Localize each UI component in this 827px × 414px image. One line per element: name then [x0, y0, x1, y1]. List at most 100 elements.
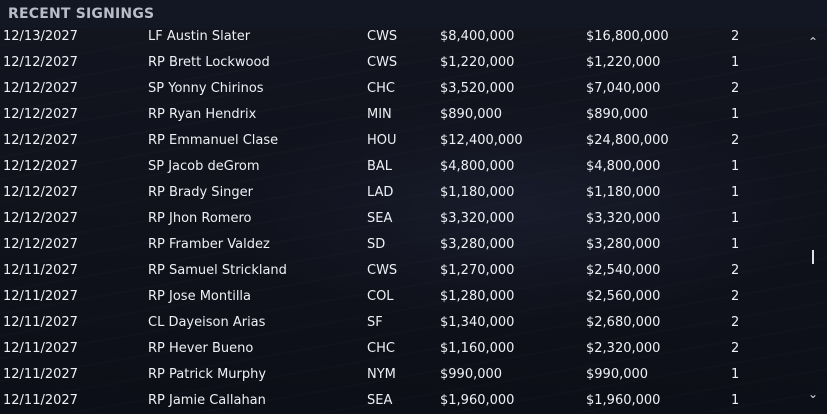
signing-player: RP Brady Singer: [148, 185, 254, 200]
signing-salary: $890,000: [440, 107, 503, 122]
signing-date: 12/11/2027: [3, 367, 78, 382]
signing-years: 2: [731, 29, 740, 44]
signing-team: SEA: [367, 211, 393, 226]
signing-total: $2,680,000: [586, 315, 661, 330]
signing-team: MIN: [367, 107, 392, 122]
signing-date: 12/12/2027: [3, 211, 78, 226]
signing-team: NYM: [367, 367, 396, 382]
signing-salary: $3,320,000: [440, 211, 515, 226]
signing-player: RP Samuel Strickland: [148, 263, 287, 278]
scrollbar[interactable]: ⌃ ⌄: [803, 28, 823, 408]
signing-years: 2: [731, 289, 740, 304]
signing-salary: $1,340,000: [440, 315, 515, 330]
signing-team: BAL: [367, 159, 393, 174]
signing-row[interactable]: 12/13/2027 LF Austin Slater CWS $8,400,000 $…: [0, 24, 800, 50]
signing-total: $24,800,000: [586, 133, 669, 148]
signing-total: $3,320,000: [586, 211, 661, 226]
signing-row[interactable]: 12/12/2027 RP Emmanuel Clase HOU $12,400,00…: [0, 128, 800, 154]
signing-team: COL: [367, 289, 394, 304]
scroll-up-arrow-icon[interactable]: ⌃: [807, 35, 819, 49]
signing-team: HOU: [367, 133, 397, 148]
signing-years: 1: [731, 211, 740, 226]
signing-player: RP Ryan Hendrix: [148, 107, 257, 122]
signing-total: $1,220,000: [586, 55, 661, 70]
signing-team: CHC: [367, 81, 395, 96]
signing-years: 2: [731, 133, 740, 148]
signing-row[interactable]: 12/11/2027 RP Jamie Callahan SEA $1,960,000…: [0, 388, 800, 414]
signing-total: $16,800,000: [586, 29, 669, 44]
signing-player: RP Framber Valdez: [148, 237, 270, 252]
signing-date: 12/12/2027: [3, 81, 78, 96]
signing-player: RP Jhon Romero: [148, 211, 252, 226]
signing-salary: $1,160,000: [440, 341, 515, 356]
signings-list[interactable]: 12/13/2027 LF Austin Slater CWS $8,400,000 $…: [0, 24, 800, 414]
signing-team: CWS: [367, 263, 398, 278]
signing-date: 12/12/2027: [3, 185, 78, 200]
signing-date: 12/11/2027: [3, 393, 78, 408]
signing-row[interactable]: 12/11/2027 RP Samuel Strickland CWS $1,270,…: [0, 258, 800, 284]
signing-total: $4,800,000: [586, 159, 661, 174]
signing-player: RP Jose Montilla: [148, 289, 252, 304]
signing-player: RP Hever Bueno: [148, 341, 254, 356]
signing-row[interactable]: 12/11/2027 CL Dayeison Arias SF $1,340,000 $…: [0, 310, 800, 336]
signing-date: 12/11/2027: [3, 263, 78, 278]
signing-row[interactable]: 12/12/2027 SP Jacob deGrom BAL $4,800,000 $4…: [0, 154, 800, 180]
signing-salary: $4,800,000: [440, 159, 515, 174]
signing-row[interactable]: 12/12/2027 RP Brett Lockwood CWS $1,220,000…: [0, 50, 800, 76]
signing-date: 12/12/2027: [3, 159, 78, 174]
scrollbar-thumb[interactable]: [812, 250, 814, 264]
signing-date: 12/13/2027: [3, 29, 78, 44]
signing-total: $890,000: [586, 107, 649, 122]
signing-team: SD: [367, 237, 386, 252]
signing-player: CL Dayeison Arias: [148, 315, 266, 330]
signing-date: 12/12/2027: [3, 237, 78, 252]
signing-total: $1,180,000: [586, 185, 661, 200]
signing-years: 2: [731, 341, 740, 356]
signing-total: $2,540,000: [586, 263, 661, 278]
signing-salary: $3,280,000: [440, 237, 515, 252]
signing-date: 12/12/2027: [3, 133, 78, 148]
signing-row[interactable]: 12/12/2027 RP Jhon Romero SEA $3,320,000 $3,…: [0, 206, 800, 232]
signing-row[interactable]: 12/12/2027 RP Brady Singer LAD $1,180,000 $1…: [0, 180, 800, 206]
signing-salary: $3,520,000: [440, 81, 515, 96]
signing-team: SEA: [367, 393, 393, 408]
signing-total: $1,960,000: [586, 393, 661, 408]
signing-row[interactable]: 12/11/2027 RP Patrick Murphy NYM $990,000 $9…: [0, 362, 800, 388]
signing-salary: $1,220,000: [440, 55, 515, 70]
panel-title: RECENT SIGNINGS: [8, 6, 155, 22]
signing-years: 2: [731, 263, 740, 278]
signing-salary: $1,960,000: [440, 393, 515, 408]
signing-player: RP Brett Lockwood: [148, 55, 270, 70]
signing-total: $3,280,000: [586, 237, 661, 252]
signing-total: $2,560,000: [586, 289, 661, 304]
signing-salary: $990,000: [440, 367, 503, 382]
signing-years: 1: [731, 393, 740, 408]
signing-years: 2: [731, 81, 740, 96]
signing-row[interactable]: 12/11/2027 RP Jose Montilla COL $1,280,000 $…: [0, 284, 800, 310]
signing-years: 1: [731, 185, 740, 200]
signing-salary: $12,400,000: [440, 133, 523, 148]
signing-salary: $1,180,000: [440, 185, 515, 200]
signing-years: 1: [731, 107, 740, 122]
signing-row[interactable]: 12/12/2027 SP Yonny Chirinos CHC $3,520,000…: [0, 76, 800, 102]
signing-years: 2: [731, 315, 740, 330]
signing-team: CHC: [367, 341, 395, 356]
signing-player: RP Emmanuel Clase: [148, 133, 279, 148]
signing-total: $7,040,000: [586, 81, 661, 96]
scroll-down-arrow-icon[interactable]: ⌄: [807, 387, 819, 401]
signing-date: 12/11/2027: [3, 289, 78, 304]
signing-years: 1: [731, 237, 740, 252]
signing-years: 1: [731, 159, 740, 174]
signing-total: $990,000: [586, 367, 649, 382]
signing-years: 1: [731, 367, 740, 382]
signing-years: 1: [731, 55, 740, 70]
signing-team: SF: [367, 315, 383, 330]
signing-row[interactable]: 12/12/2027 RP Framber Valdez SD $3,280,000 $…: [0, 232, 800, 258]
signing-total: $2,320,000: [586, 341, 661, 356]
signing-player: RP Patrick Murphy: [148, 367, 267, 382]
signing-date: 12/11/2027: [3, 315, 78, 330]
signing-row[interactable]: 12/11/2027 RP Hever Bueno CHC $1,160,000 $2,…: [0, 336, 800, 362]
signing-row[interactable]: 12/12/2027 RP Ryan Hendrix MIN $890,000 $890…: [0, 102, 800, 128]
signing-date: 12/11/2027: [3, 341, 78, 356]
